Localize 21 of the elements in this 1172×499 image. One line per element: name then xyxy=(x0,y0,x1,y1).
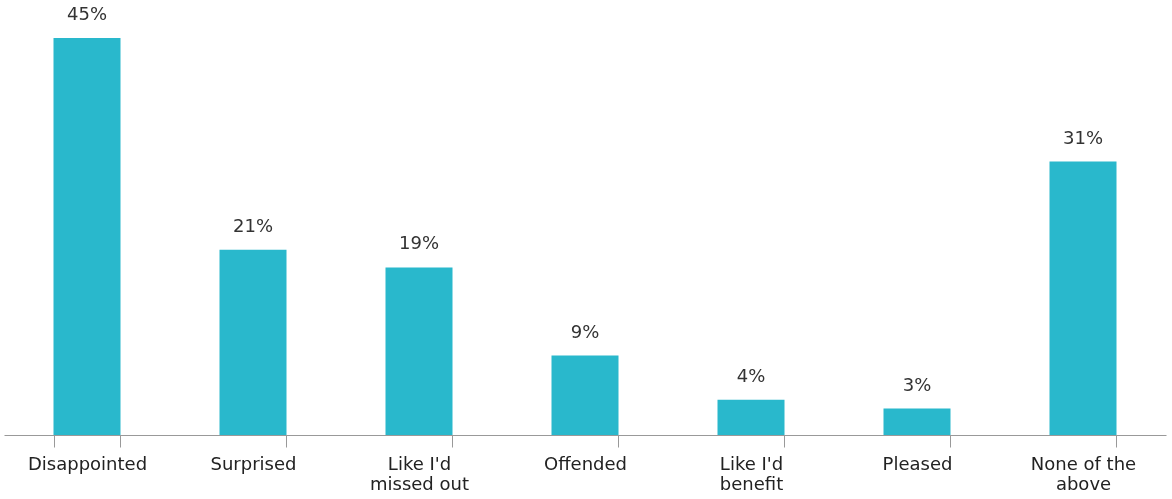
data-label: 21% xyxy=(232,214,274,236)
x-tick-label: Pleased xyxy=(882,452,953,474)
x-tick-label: Like I'd missed out xyxy=(370,452,469,494)
data-label: 45% xyxy=(66,3,108,24)
bar xyxy=(385,267,453,435)
bar xyxy=(53,38,121,435)
data-label: 31% xyxy=(1062,126,1104,148)
data-label: 19% xyxy=(398,232,440,254)
x-tick-label: Like I'd benefit xyxy=(719,452,784,494)
data-label: 3% xyxy=(902,373,932,395)
data-label: 9% xyxy=(570,320,600,342)
x-tick-label: Surprised xyxy=(210,452,297,474)
bar xyxy=(551,355,619,435)
bar xyxy=(219,249,287,435)
x-tick-label: Offended xyxy=(544,452,627,474)
data-label: 4% xyxy=(736,364,766,386)
bar xyxy=(1049,161,1117,435)
bar xyxy=(883,408,951,435)
x-tick-label: Disappointed xyxy=(27,452,148,474)
bar xyxy=(717,399,785,435)
x-tick-label: None of the above xyxy=(1030,452,1137,494)
